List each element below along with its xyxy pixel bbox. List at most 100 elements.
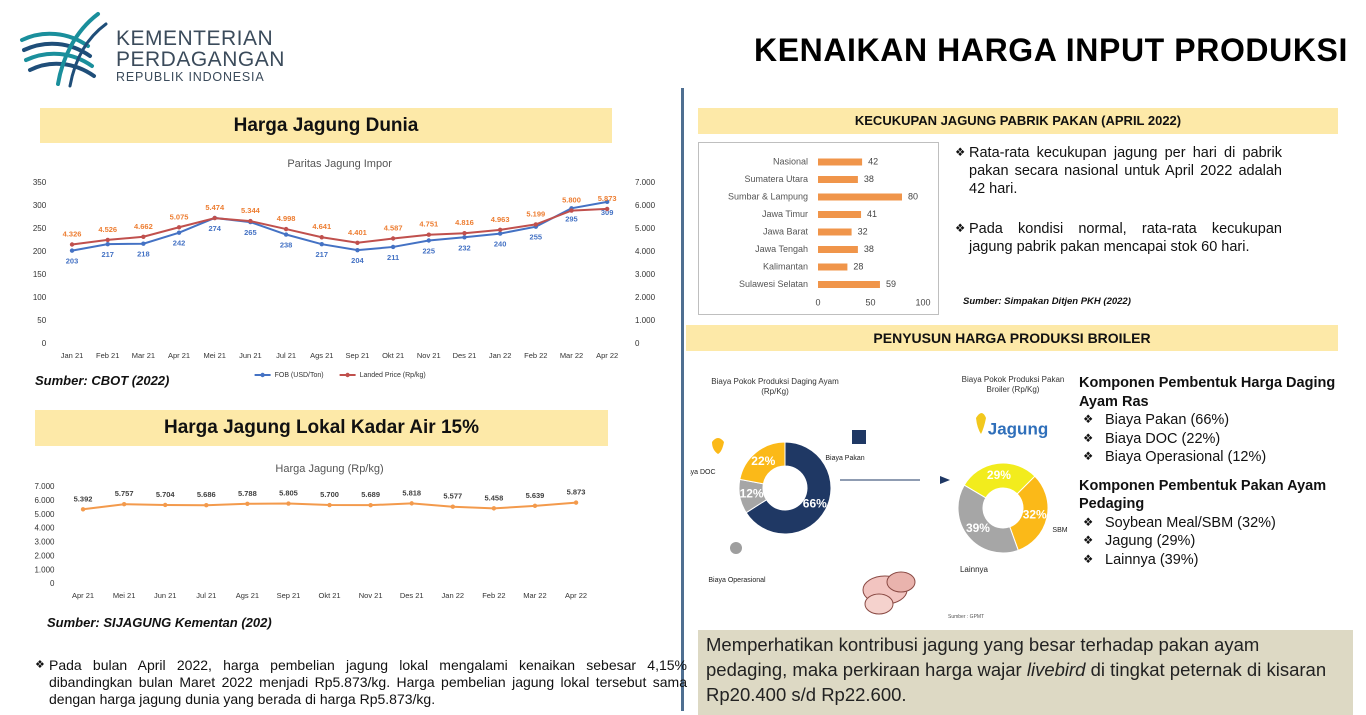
- point: [368, 502, 373, 508]
- slice: [1009, 475, 1049, 551]
- data-label: 12%: [740, 487, 764, 501]
- point: [283, 226, 289, 232]
- point: [355, 240, 360, 245]
- data-label: 42: [868, 156, 878, 166]
- slice: [963, 462, 1036, 499]
- chart: Harga Jagung (Rp/kg) 0 1.000 2.000 3.000 4.00…: [34, 463, 587, 600]
- point: [69, 248, 75, 253]
- x-tick-label: Mei 21: [113, 591, 136, 600]
- y-tick-label: 7.000: [34, 482, 55, 491]
- data-label: 5.474: [205, 203, 225, 212]
- y-tick-label: 0: [42, 339, 47, 348]
- y-tick-label: 4.000: [34, 524, 55, 533]
- x-tick-label: Sep 21: [277, 591, 301, 600]
- x-tick-label: Jan 22: [442, 591, 465, 600]
- point: [497, 231, 503, 236]
- data-label: 5.805: [279, 489, 298, 498]
- logo-line: REPUBLIK INDONESIA: [116, 70, 265, 84]
- component-item: Biaya Pakan (66%): [1083, 411, 1349, 430]
- data-label: 238: [280, 241, 293, 250]
- data-label: 4.816: [455, 218, 474, 227]
- bullet-list: Rata-rata kecukupan jagung per hari di p…: [955, 144, 1282, 256]
- point: [532, 503, 538, 509]
- data-label: 5.704: [156, 490, 176, 499]
- data-label: 5.577: [443, 492, 462, 501]
- x-tick-label: Des 21: [400, 591, 424, 600]
- data-label: 28: [853, 261, 863, 271]
- legend-swatch: [260, 372, 265, 378]
- x-tick-label: Nov 21: [417, 351, 441, 360]
- data-label: 5.757: [115, 489, 134, 498]
- x-tick-label: Ags 21: [310, 351, 333, 360]
- icon: [852, 430, 866, 444]
- bar: [818, 158, 863, 166]
- chart-title: Harga Jagung (Rp/kg): [275, 463, 383, 475]
- data-label: 217: [101, 250, 114, 259]
- point: [573, 500, 579, 505]
- category-label: Lainnya: [960, 565, 989, 574]
- data-label: 5.458: [484, 493, 503, 502]
- x-tick-label: 100: [915, 297, 930, 307]
- point: [69, 242, 75, 247]
- x-tick-label: Jun 21: [154, 591, 177, 600]
- x-tick-label: Ags 21: [236, 591, 259, 600]
- point: [426, 232, 431, 237]
- data-label: 4.751: [419, 220, 438, 229]
- category-label: Jawa Timur: [762, 209, 808, 219]
- note: Pada bulan April 2022, harga pembelian j…: [35, 657, 687, 708]
- x-tick-label: Apr 22: [565, 591, 587, 600]
- data-label: 80: [908, 191, 918, 201]
- x-tick-label: Apr 21: [72, 591, 94, 600]
- data-label: 5.344: [241, 206, 261, 215]
- y2-tick-label: 2.000: [635, 293, 656, 302]
- data-label: 5.700: [320, 490, 339, 499]
- y-tick-label: 5.000: [34, 510, 55, 519]
- y2-tick-label: 5.000: [635, 224, 656, 233]
- data-label: 309: [601, 208, 614, 217]
- point: [426, 238, 431, 243]
- logo-line: KEMENTERIAN: [116, 27, 274, 50]
- category-label: Biaya Operasional: [708, 577, 766, 584]
- legend-swatch: [345, 372, 350, 378]
- y-tick-label: 350: [33, 178, 47, 187]
- x-tick-label: Mar 22: [560, 351, 583, 360]
- data-label: 204: [351, 256, 364, 265]
- conclusion: Memperhatikan kontribusi jagung yang bes…: [698, 630, 1353, 715]
- x-tick-label: Mei 21: [203, 351, 226, 360]
- chart-title: Paritas Jagung Impor: [287, 158, 392, 170]
- data-label: 5.075: [170, 212, 189, 221]
- y-tick-label: 100: [33, 293, 47, 302]
- chart: 66% Biaya Pakan 12% Biaya Operasional 22% Bia…: [690, 430, 920, 584]
- slice: [957, 484, 1019, 554]
- y2-tick-label: 4.000: [635, 247, 656, 256]
- point: [204, 503, 209, 508]
- bar: [818, 228, 852, 236]
- data-label: 232: [458, 243, 471, 252]
- chart-title: Biaya Pokok Produksi Daging Ayam (Rp/Kg): [711, 377, 839, 396]
- section-heading: Harga Jagung Lokal Kadar Air 15%: [35, 410, 608, 446]
- bar: [818, 263, 848, 271]
- x-tick-label: Mar 21: [132, 351, 155, 360]
- icon: [712, 438, 724, 454]
- chart: 0 50 100 Nasional 42 Sumatera Utara 38 Sumbar &…: [698, 142, 939, 315]
- point: [497, 227, 503, 233]
- point: [141, 234, 146, 239]
- data-label: 4.998: [277, 214, 296, 223]
- y-tick-label: 50: [37, 316, 46, 325]
- icon: [976, 413, 986, 434]
- y2-tick-label: 6.000: [635, 201, 656, 210]
- components: Komponen Pembentuk Harga Daging Ayam Ras…: [1079, 374, 1349, 569]
- section-heading: KECUKUPAN JAGUNG PABRIK PAKAN (APRIL 202…: [698, 108, 1338, 134]
- point: [491, 506, 497, 511]
- bar: [818, 193, 902, 201]
- x-tick-label: Feb 22: [482, 591, 505, 600]
- data-label: 59: [886, 279, 896, 289]
- legend-label: FOB (USD/Ton): [275, 372, 324, 379]
- data-label: 32: [858, 226, 868, 236]
- source: Sumber : GPMT: [948, 614, 985, 620]
- icon: [730, 542, 742, 554]
- data-label: 4.587: [384, 223, 403, 232]
- y2-tick-label: 0: [635, 339, 640, 348]
- x-tick-label: Jul 21: [276, 351, 296, 360]
- data-label: 39%: [966, 521, 990, 535]
